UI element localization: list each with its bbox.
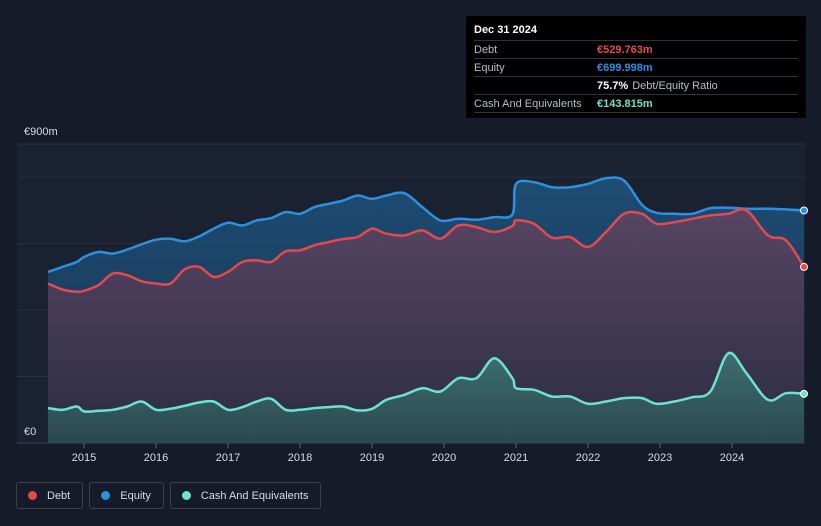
equity-dot-icon xyxy=(101,491,111,500)
tooltip-ratio-label: Debt/Equity Ratio xyxy=(632,79,718,92)
tooltip-date: Dec 31 2024 xyxy=(474,24,537,36)
legend-label: Debt xyxy=(47,489,71,502)
series-lines xyxy=(47,176,806,413)
tooltip-label: Debt xyxy=(474,43,498,56)
tooltip-label: Cash And Equivalents xyxy=(474,97,582,110)
equity-line xyxy=(47,176,805,274)
debt-dot-icon xyxy=(28,491,37,500)
debt-area xyxy=(48,209,804,443)
tooltip-row-ratio: 75.7% Debt/Equity Ratio xyxy=(474,76,798,94)
legend-item-cash[interactable]: Cash And Equivalents xyxy=(169,482,322,509)
x-tick-label: 2023 xyxy=(648,452,672,464)
tooltip-row-debt: Debt €529.763m xyxy=(474,40,798,58)
legend-label: Equity xyxy=(120,489,151,502)
tooltip-debt-value: €529.763m xyxy=(597,43,653,56)
cash-dot-icon xyxy=(181,491,191,500)
chart-legend: Debt Equity Cash And Equivalents xyxy=(16,482,322,509)
x-tick-label: 2018 xyxy=(288,452,312,464)
x-tick-label: 2016 xyxy=(144,452,168,464)
y-tick-top: €900m xyxy=(24,126,58,138)
x-tick-label: 2019 xyxy=(360,452,384,464)
x-tick-label: 2015 xyxy=(72,452,96,464)
cash-line xyxy=(47,351,805,413)
x-tick-label: 2017 xyxy=(216,452,240,464)
y-tick-bottom: €0 xyxy=(24,426,36,438)
legend-item-equity[interactable]: Equity xyxy=(89,482,164,509)
x-tick-label: 2020 xyxy=(432,452,456,464)
x-axis-ticks: 2015 2016 2017 2018 2019 2020 2021 2022 2023 2024 xyxy=(72,443,744,464)
end-markers xyxy=(800,206,808,398)
cash-area xyxy=(48,352,804,443)
x-tick-label: 2024 xyxy=(720,452,744,464)
equity-end-point xyxy=(800,206,808,215)
tooltip-ratio-value: 75.7% xyxy=(597,79,629,92)
tooltip-cash-value: €143.815m xyxy=(597,97,653,110)
data-tooltip: Dec 31 2024 Debt €529.763m Equity €699.9… xyxy=(466,16,806,118)
x-tick-label: 2022 xyxy=(576,452,600,464)
debt-line xyxy=(47,208,806,294)
tooltip-equity-value: €699.998m xyxy=(597,61,653,74)
tooltip-label: Equity xyxy=(474,61,505,74)
legend-label: Cash And Equivalents xyxy=(200,489,309,502)
tooltip-row-equity: Equity €699.998m xyxy=(474,58,798,76)
series-areas xyxy=(48,177,804,443)
legend-item-debt[interactable]: Debt xyxy=(16,482,84,509)
cash-end-point xyxy=(800,389,808,398)
tooltip-row-cash: Cash And Equivalents €143.815m xyxy=(474,94,798,113)
x-tick-label: 2021 xyxy=(504,452,528,464)
debt-end-point xyxy=(800,262,808,271)
